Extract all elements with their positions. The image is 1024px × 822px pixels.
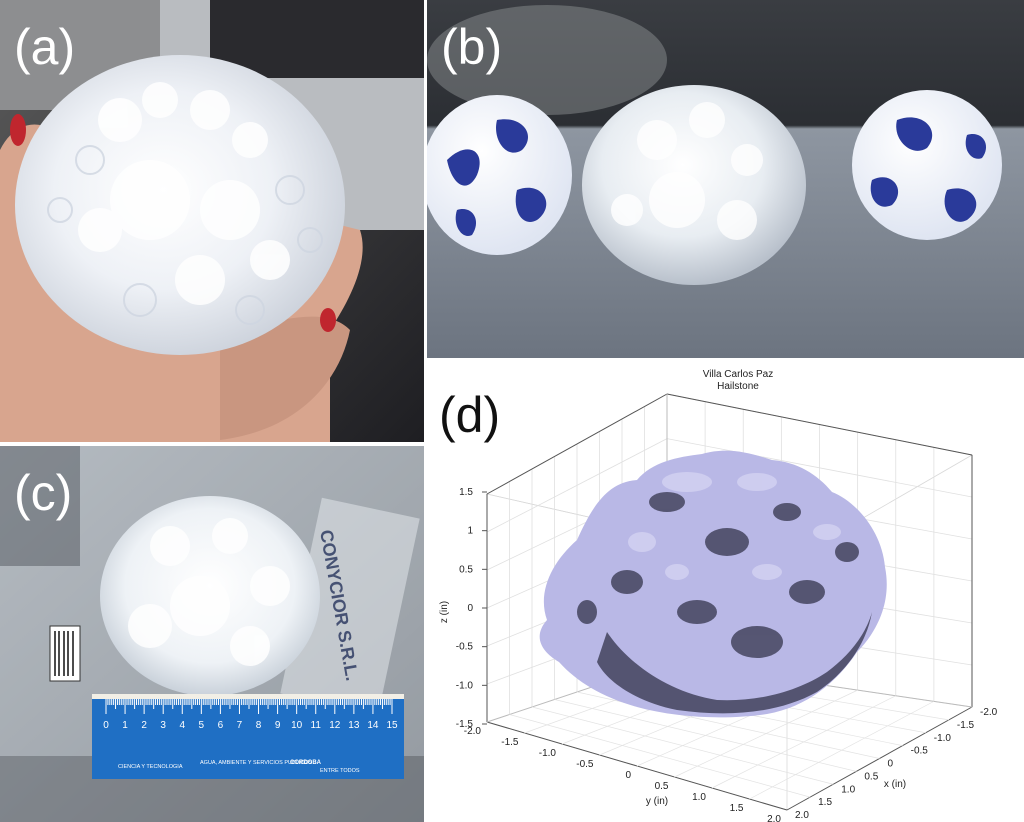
panel-b-label: (b) bbox=[441, 19, 503, 75]
z-tick-label: 1.5 bbox=[459, 487, 473, 498]
panel-c-label: (c) bbox=[14, 465, 73, 521]
ruler-logo-cordoba: CORDOBA bbox=[290, 760, 322, 766]
x-tick-label: -1.0 bbox=[934, 733, 952, 744]
hailstone-with-ornament-balls-photo bbox=[427, 0, 1024, 358]
ruler-logo-ciencia: CIENCIA Y TECNOLOGIA bbox=[118, 764, 183, 770]
ruler-tick-label: 0 bbox=[103, 720, 109, 731]
panel-b-photo: (b) bbox=[427, 0, 1024, 358]
z-tick-label: -1.0 bbox=[456, 680, 474, 691]
floor-grid-line bbox=[749, 701, 935, 800]
ruler-tick-label: 10 bbox=[291, 720, 303, 731]
y-tick-label: 2.0 bbox=[767, 814, 781, 822]
ruler-tick-label: 9 bbox=[275, 720, 281, 731]
ruler-tick-label: 12 bbox=[329, 720, 341, 731]
x-tick-label: 1.5 bbox=[818, 797, 832, 808]
ruler-tick-label: 15 bbox=[386, 720, 398, 731]
hailstone-surface bbox=[539, 450, 887, 718]
floor-grid-line bbox=[674, 689, 858, 778]
panel-d-label: (d) bbox=[439, 387, 501, 443]
y-tick-label: 0.5 bbox=[655, 781, 669, 792]
ruler-logo-entre-todos: ENTRE TODOS bbox=[320, 768, 360, 774]
x-tick-label: 0.5 bbox=[864, 771, 878, 782]
y-axis-label: y (in) bbox=[646, 796, 668, 807]
chart-title-line-1: Villa Carlos Paz bbox=[703, 369, 773, 380]
ruler-tick-label: 14 bbox=[367, 720, 379, 731]
hailstone-in-hand-photo bbox=[0, 0, 424, 442]
y-tick-label: -1.0 bbox=[539, 748, 557, 759]
y-tick-label: -0.5 bbox=[576, 759, 594, 770]
x-tick-label: 0 bbox=[888, 759, 894, 770]
x-axis-label: x (in) bbox=[884, 779, 906, 790]
ruler-tick-label: 3 bbox=[160, 720, 166, 731]
ruler-tick-label: 7 bbox=[237, 720, 243, 731]
y-tick-label: -1.5 bbox=[501, 737, 519, 748]
x-tick-label: 1.0 bbox=[841, 784, 855, 795]
z-tick-label: -0.5 bbox=[456, 642, 474, 653]
y-tick-label: 0 bbox=[625, 770, 631, 781]
panel-c-photo: CONYCIOR S.R.L. 0 1 2 3 4 5 6 7 8 9 10 11 12 13 14 15 C… bbox=[0, 446, 424, 822]
z-tick-label: 0 bbox=[467, 603, 473, 614]
z-tick-label: 1 bbox=[467, 526, 473, 537]
hailstone-in-bag-with-ruler-photo: CONYCIOR S.R.L. 0 1 2 3 4 5 6 7 8 9 10 11 12 13 14 15 C… bbox=[0, 446, 424, 822]
ruler-logo-agua: AGUA, AMBIENTE Y SERVICIOS PUBLICOS bbox=[200, 760, 313, 766]
panel-a-label: (a) bbox=[14, 19, 76, 75]
y-tick-label: 1.5 bbox=[730, 803, 744, 814]
ruler-tick-label: 6 bbox=[218, 720, 224, 731]
y-tick-label: 1.0 bbox=[692, 792, 706, 803]
ruler-tick-label: 2 bbox=[141, 720, 147, 731]
ruler-tick-label: 1 bbox=[122, 720, 128, 731]
z-axis-label: z (in) bbox=[439, 601, 450, 623]
x-tick-label: -2.0 bbox=[980, 707, 998, 718]
y-tick-label: -2.0 bbox=[464, 726, 482, 737]
chart-title-line-2: Hailstone bbox=[717, 381, 759, 392]
ruler-tick-label: 5 bbox=[199, 720, 205, 731]
hailstone-3d-scan-chart: Villa Carlos Paz Hailstone bbox=[439, 369, 998, 822]
floor-grid-line bbox=[711, 695, 896, 789]
x-tick-label: -1.5 bbox=[957, 720, 975, 731]
panel-d-3d-plot: Villa Carlos Paz Hailstone bbox=[427, 362, 1024, 822]
panel-a-photo: (a) bbox=[0, 0, 424, 442]
x-tick-label: -0.5 bbox=[911, 746, 929, 757]
z-tick-label: -1.5 bbox=[456, 719, 474, 730]
ruler-tick-label: 8 bbox=[256, 720, 262, 731]
ruler-tick-label: 13 bbox=[348, 720, 360, 731]
x-tick-label: 2.0 bbox=[795, 810, 809, 821]
z-tick-label: 0.5 bbox=[459, 564, 473, 575]
ruler-tick-label: 4 bbox=[179, 720, 185, 731]
ruler-tick-label: 11 bbox=[311, 720, 322, 731]
